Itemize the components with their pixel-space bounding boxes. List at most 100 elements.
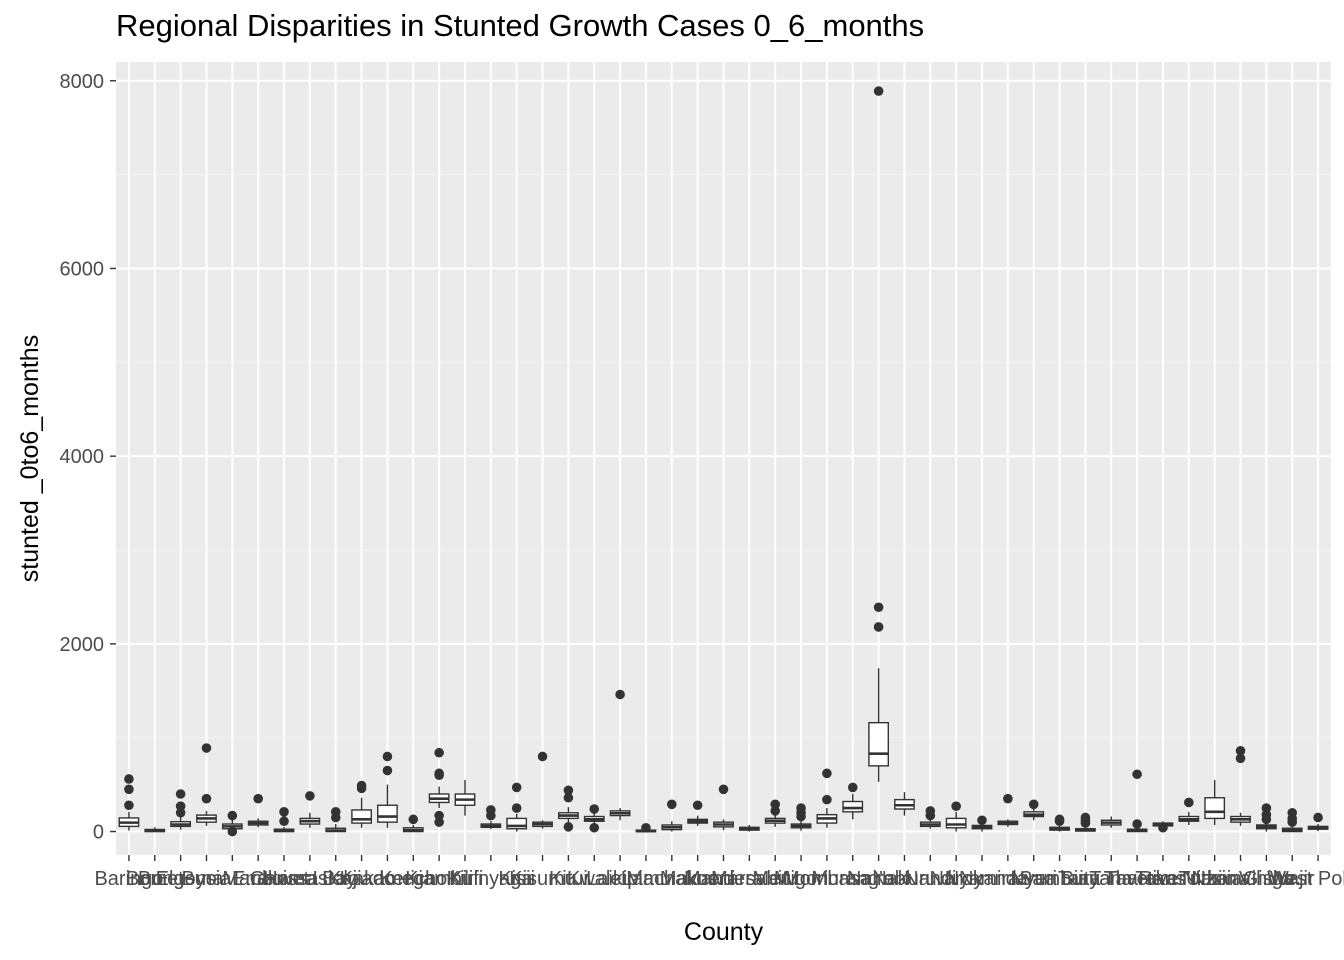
x-tick-label: Trans Nzoia (1135, 868, 1243, 890)
box-outlier (796, 803, 806, 813)
x-tick-label: Taita Taveta (1058, 868, 1165, 890)
box-outlier (382, 765, 393, 776)
box-body (842, 800, 864, 813)
box-outlier (563, 785, 574, 796)
box-10 (351, 780, 372, 828)
box-body (945, 817, 967, 829)
box-outlier (227, 810, 238, 821)
box-2 (144, 827, 166, 833)
box-body (351, 809, 372, 824)
box-outlier (1054, 814, 1065, 825)
box-outlier (847, 782, 858, 793)
box-outlier (175, 801, 186, 811)
x-tick-label: Makueni (660, 868, 736, 890)
box-28 (816, 768, 838, 828)
x-tick-label: Nyandarua (959, 868, 1058, 890)
box-outlier (1003, 793, 1013, 804)
x-tick-label: Homa Bay (263, 868, 356, 890)
box-7 (273, 807, 295, 833)
box-outlier (873, 622, 884, 632)
box-outlier (486, 805, 496, 815)
box-outlier (279, 816, 289, 827)
x-tick-label: Kajiado (328, 868, 395, 890)
x-axis-title: County (684, 918, 764, 946)
x-tick-label: Kericho (379, 868, 447, 890)
box-39 (1100, 816, 1122, 828)
box-29 (842, 782, 864, 820)
box-36 (1023, 799, 1045, 821)
box-42 (1178, 797, 1200, 825)
box-outlier (201, 743, 212, 753)
x-tick-label: Turkana (1178, 868, 1252, 890)
box-47 (1307, 812, 1329, 832)
box-outlier (951, 801, 961, 811)
box-outlier (563, 792, 574, 803)
box-13 (428, 747, 450, 827)
box-15 (480, 805, 502, 830)
box-outlier (1158, 822, 1168, 833)
box-body (868, 721, 890, 767)
box-11 (377, 751, 398, 828)
box-outlier (330, 807, 341, 817)
x-tick-label: Kiambu (405, 868, 473, 890)
x-tick-label: Wajir (1270, 868, 1315, 890)
box-outlier (1287, 807, 1298, 818)
x-tick-label: Kisumu (509, 868, 576, 890)
x-tick-label: Siaya (1060, 868, 1111, 890)
box-8 (299, 791, 321, 828)
box-outlier (253, 793, 263, 804)
x-tick-label: Kirinyaga (449, 868, 533, 890)
x-tick-label: Bomet (126, 868, 184, 890)
x-tick-label: Isiolo (312, 868, 359, 890)
x-tick-label: West Pokot (1267, 868, 1344, 890)
box-outlier (1132, 819, 1142, 829)
box-outlier (718, 784, 729, 795)
box-outlier (1028, 799, 1039, 810)
box-1 (118, 774, 140, 831)
x-tick-label: Uasin Gishu (1186, 868, 1295, 890)
box-16 (506, 782, 528, 832)
box-outlier (356, 780, 367, 791)
box-outlier (1261, 803, 1272, 813)
box-23 (687, 800, 709, 826)
box-body (1204, 797, 1226, 820)
box-outlier (434, 747, 444, 758)
box-body (377, 804, 398, 823)
box-outlier (124, 774, 134, 784)
box-outlier (305, 791, 315, 801)
x-tick-label: Tana River (1089, 868, 1185, 890)
box-20 (609, 689, 631, 821)
box-43 (1204, 779, 1226, 825)
x-tick-label: Nairobi (847, 868, 910, 890)
x-tick-label: Kitui (549, 868, 588, 890)
box-outlier (822, 794, 832, 805)
box-outlier (434, 817, 444, 827)
box-outlier (1184, 797, 1194, 808)
box-19 (583, 804, 605, 833)
box-outlier (1132, 769, 1142, 780)
box-22 (661, 799, 683, 832)
x-tick-label: Mombasa (783, 868, 872, 890)
grid-lines (116, 62, 1331, 855)
x-tick-label: Lamu (621, 868, 671, 890)
box-outlier (175, 807, 186, 818)
box-outlier (408, 814, 419, 825)
box-outlier (124, 800, 134, 811)
x-tick-label: Migori (774, 868, 828, 890)
x-tick-label: Laikipia (586, 868, 655, 890)
box-outlier (1080, 812, 1091, 823)
box-26 (764, 799, 786, 827)
x-tick-label: Kilifi (447, 868, 484, 890)
box-outlier (641, 822, 651, 833)
y-axis-title: stunted _0to6_months (16, 335, 44, 582)
box-4 (196, 743, 217, 826)
box-outlier (873, 602, 884, 613)
box-outlier (925, 806, 936, 816)
box-44 (1230, 746, 1251, 826)
x-tick-label: Kisii (498, 868, 535, 890)
x-tick-label: Busia (181, 868, 232, 890)
box-34 (971, 815, 993, 832)
box-outlier (227, 826, 238, 837)
x-tick-label: Garissa (250, 868, 320, 890)
